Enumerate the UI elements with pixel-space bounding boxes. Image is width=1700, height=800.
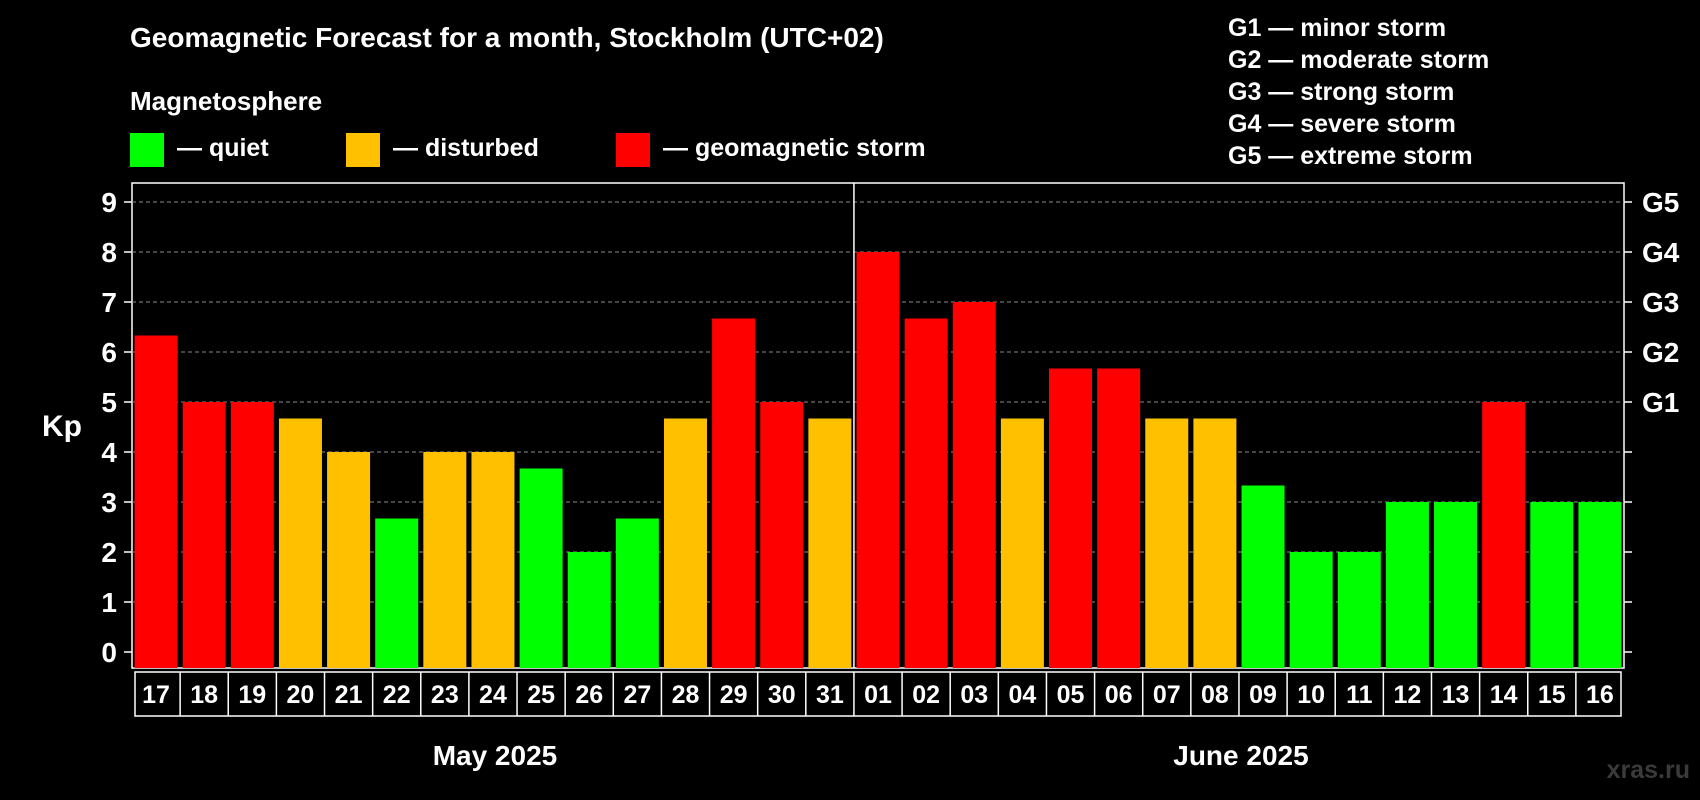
- legend-label-storm: — geomagnetic storm: [663, 134, 926, 162]
- bar: [904, 318, 948, 668]
- bar: [1337, 552, 1381, 668]
- x-tick-label: 31: [816, 681, 844, 709]
- month-label: June 2025: [1173, 740, 1308, 771]
- bar: [1097, 368, 1141, 668]
- bar: [327, 452, 371, 668]
- x-tick-label: 28: [672, 681, 700, 709]
- bar: [1145, 418, 1189, 668]
- y-tick-label: 0: [101, 637, 117, 668]
- chart-title: Geomagnetic Forecast for a month, Stockh…: [130, 22, 884, 53]
- x-tick-label: 09: [1249, 681, 1277, 709]
- x-tick-label: 08: [1201, 681, 1229, 709]
- bar: [808, 418, 852, 668]
- x-tick-label: 01: [864, 681, 892, 709]
- x-tick-label: 06: [1105, 681, 1133, 709]
- watermark: xras.ru: [1606, 756, 1690, 784]
- bar: [1000, 418, 1044, 668]
- y-axis-label: Kp: [42, 410, 82, 443]
- storm-level-g2: G2 — moderate storm: [1228, 46, 1490, 74]
- date-axis-frame: [134, 671, 1622, 717]
- y-tick-label: 2: [101, 537, 117, 568]
- bar: [1578, 502, 1622, 668]
- x-tick-label: 12: [1394, 681, 1422, 709]
- storm-level-g3: G3 — strong storm: [1228, 78, 1455, 106]
- bar: [423, 452, 467, 668]
- bar: [1530, 502, 1574, 668]
- y-tick-label: 4: [101, 437, 117, 468]
- x-tick-label: 11: [1346, 681, 1373, 709]
- x-tick-label: 13: [1442, 681, 1470, 709]
- legend-swatch-quiet: [130, 133, 164, 167]
- right-axis-label: G2: [1642, 337, 1679, 368]
- bar: [712, 318, 756, 668]
- bar: [952, 302, 996, 668]
- bar: [230, 402, 274, 668]
- bar: [278, 418, 322, 668]
- x-tick-label: 14: [1490, 681, 1518, 709]
- x-tick-label: 16: [1586, 681, 1614, 709]
- bar: [663, 418, 707, 668]
- storm-level-g1: G1 — minor storm: [1228, 14, 1447, 42]
- bar: [856, 252, 900, 668]
- x-tick-label: 02: [912, 681, 940, 709]
- bar: [519, 468, 563, 668]
- x-tick-label: 21: [335, 681, 363, 709]
- x-tick-label: 29: [720, 681, 748, 709]
- y-tick-label: 3: [101, 487, 117, 518]
- legend-swatch-storm: [616, 133, 650, 167]
- x-tick-label: 20: [287, 681, 315, 709]
- bar: [567, 552, 611, 668]
- bar: [182, 402, 226, 668]
- x-tick-label: 25: [527, 681, 555, 709]
- bar: [375, 518, 419, 668]
- bar: [1049, 368, 1093, 668]
- legend-label-quiet: — quiet: [177, 134, 269, 162]
- storm-level-g5: G5 — extreme storm: [1228, 142, 1473, 170]
- legend-swatch-disturbed: [346, 133, 380, 167]
- right-axis-label: G3: [1642, 287, 1679, 318]
- bar: [1241, 485, 1285, 668]
- legend-label-disturbed: — disturbed: [393, 134, 539, 162]
- x-tick-label: 07: [1153, 681, 1181, 709]
- bar: [1289, 552, 1333, 668]
- bar: [1434, 502, 1478, 668]
- x-tick-label: 24: [479, 681, 507, 709]
- bar: [471, 452, 515, 668]
- x-tick-label: 17: [142, 681, 170, 709]
- legend-heading: Magnetosphere: [130, 86, 323, 116]
- bar: [1385, 502, 1429, 668]
- x-tick-label: 05: [1057, 681, 1085, 709]
- x-tick-label: 04: [1008, 681, 1036, 709]
- bar: [1193, 418, 1237, 668]
- bar: [1482, 402, 1526, 668]
- x-tick-label: 19: [238, 681, 266, 709]
- y-tick-label: 9: [101, 187, 117, 218]
- month-label: May 2025: [433, 740, 558, 771]
- x-tick-label: 18: [190, 681, 218, 709]
- y-tick-label: 7: [101, 287, 117, 318]
- bar: [760, 402, 804, 668]
- bar: [615, 518, 659, 668]
- right-axis-label: G1: [1642, 387, 1679, 418]
- bar: [134, 335, 178, 668]
- right-axis-label: G4: [1642, 237, 1680, 268]
- x-tick-label: 15: [1538, 681, 1566, 709]
- y-tick-label: 6: [101, 337, 117, 368]
- right-axis-label: G5: [1642, 187, 1679, 218]
- x-tick-label: 03: [960, 681, 988, 709]
- y-tick-label: 8: [101, 237, 117, 268]
- x-tick-label: 26: [575, 681, 603, 709]
- x-tick-label: 30: [768, 681, 796, 709]
- y-tick-label: 5: [101, 387, 117, 418]
- x-tick-label: 23: [431, 681, 459, 709]
- y-tick-label: 1: [101, 587, 117, 618]
- storm-level-g4: G4 — severe storm: [1228, 110, 1456, 138]
- x-tick-label: 27: [623, 681, 651, 709]
- x-tick-label: 22: [383, 681, 411, 709]
- x-tick-label: 10: [1297, 681, 1325, 709]
